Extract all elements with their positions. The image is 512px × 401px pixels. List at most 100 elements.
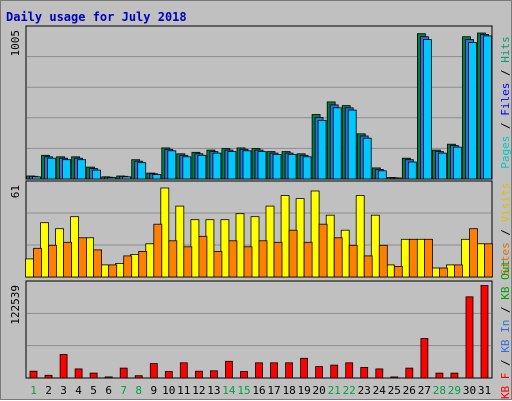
bar-pages bbox=[227, 151, 237, 180]
bar-kb-f bbox=[300, 357, 309, 379]
bar-kb-f bbox=[164, 371, 173, 379]
x-axis-labels: 1 2 3 4 5 6 7 8 9 10 11 12 13 14 15 16 17 18 19 20 21 22 23 24 2… bbox=[30, 384, 491, 397]
bar-sites bbox=[453, 264, 463, 278]
bar-sites bbox=[63, 241, 72, 278]
panel-pages_files_hits: 1005 Pages / Files / Hits bbox=[9, 25, 512, 180]
bar-sites bbox=[363, 255, 373, 278]
x-tick-label: 31 bbox=[478, 384, 491, 397]
bar-kb-f bbox=[285, 362, 294, 379]
bar-kb-f bbox=[330, 364, 339, 379]
x-tick-label: 27 bbox=[418, 384, 431, 397]
legend-label: / bbox=[499, 63, 512, 83]
bar-kb-f bbox=[405, 367, 414, 379]
bar-kb-f bbox=[240, 371, 248, 379]
bar-sites bbox=[153, 223, 163, 278]
scale-label: 1005 bbox=[9, 30, 22, 57]
bar-sites bbox=[273, 241, 283, 278]
bar-pages bbox=[152, 174, 162, 180]
bar-pages bbox=[137, 162, 147, 180]
bar-sites bbox=[469, 228, 478, 278]
bar-pages bbox=[362, 137, 372, 180]
legend-label: Pages bbox=[499, 136, 512, 169]
x-tick-label: 29 bbox=[448, 384, 461, 397]
bar-sites bbox=[33, 247, 42, 278]
bar-pages bbox=[317, 120, 327, 180]
bar-pages bbox=[483, 35, 492, 180]
bar-pages bbox=[32, 176, 41, 180]
x-tick-label: 17 bbox=[267, 384, 280, 397]
legend-label: KB Out bbox=[499, 260, 512, 300]
bar-pages bbox=[272, 154, 282, 180]
bar-kb-f bbox=[480, 284, 489, 379]
bar-sites bbox=[78, 237, 87, 278]
bar-kb-f bbox=[134, 375, 143, 379]
bar-kb-f bbox=[59, 354, 68, 379]
bar-kb-f bbox=[209, 370, 218, 379]
bar-sites bbox=[48, 244, 57, 278]
bar-pages bbox=[377, 170, 387, 180]
x-tick-label: 6 bbox=[105, 384, 112, 397]
bar-kb-f bbox=[420, 338, 429, 379]
bar-sites bbox=[288, 229, 298, 278]
bar-pages bbox=[332, 107, 342, 180]
x-tick-label: 30 bbox=[463, 384, 476, 397]
bar-sites bbox=[318, 223, 328, 278]
x-tick-label: 15 bbox=[237, 384, 250, 397]
bar-kb-f bbox=[360, 366, 369, 379]
bar-pages bbox=[257, 151, 267, 180]
bar-pages bbox=[287, 154, 297, 180]
series-pages bbox=[32, 35, 492, 180]
bar-pages bbox=[62, 159, 71, 180]
bar-kb-f bbox=[390, 376, 399, 379]
bar-sites bbox=[258, 240, 268, 278]
bar-kb-f bbox=[29, 370, 38, 379]
bar-pages bbox=[107, 177, 117, 180]
legend-label: Files bbox=[499, 83, 512, 116]
bar-sites bbox=[243, 246, 253, 278]
bar-pages bbox=[167, 150, 177, 180]
bar-pages bbox=[347, 109, 357, 180]
chart-title: Daily usage for July 2018 bbox=[6, 10, 187, 24]
x-tick-label: 24 bbox=[373, 384, 387, 397]
bar-pages bbox=[452, 146, 462, 180]
bar-sites bbox=[408, 238, 418, 278]
x-tick-label: 10 bbox=[162, 384, 175, 397]
series-sites bbox=[33, 223, 493, 278]
legend-label: Hits bbox=[499, 36, 512, 63]
legend-label: / bbox=[499, 300, 512, 320]
x-tick-label: 19 bbox=[297, 384, 310, 397]
bar-kb-f bbox=[179, 362, 188, 379]
bar-pages bbox=[122, 176, 132, 180]
x-tick-label: 26 bbox=[403, 384, 416, 397]
bar-kb-f bbox=[435, 372, 444, 379]
legend-label: KB In bbox=[499, 320, 512, 353]
bar-kb-f bbox=[74, 368, 83, 379]
bar-kb-f bbox=[194, 370, 203, 379]
bar-kb-f bbox=[345, 362, 354, 379]
bar-kb-f bbox=[270, 362, 278, 379]
x-tick-label: 16 bbox=[252, 384, 265, 397]
x-tick-label: 2 bbox=[45, 384, 52, 397]
bar-sites bbox=[348, 244, 358, 278]
x-tick-label: 28 bbox=[433, 384, 446, 397]
series-visits bbox=[25, 187, 485, 278]
bar-sites bbox=[138, 250, 148, 278]
bar-kb-f bbox=[465, 296, 474, 379]
bar-kb-f bbox=[44, 374, 53, 379]
bar-kb-f bbox=[89, 372, 98, 379]
bar-pages bbox=[468, 42, 477, 180]
bar-pages bbox=[47, 157, 56, 180]
bar-sites bbox=[183, 246, 193, 278]
x-tick-label: 1 bbox=[30, 384, 37, 397]
legend-label: Sites bbox=[499, 242, 512, 275]
x-tick-label: 7 bbox=[120, 384, 127, 397]
x-tick-label: 8 bbox=[135, 384, 142, 397]
x-tick-label: 3 bbox=[60, 384, 67, 397]
bar-pages bbox=[392, 177, 402, 180]
bar-kb-f bbox=[149, 363, 158, 379]
bar-pages bbox=[197, 154, 207, 180]
bar-sites bbox=[168, 240, 178, 278]
bar-kb-f bbox=[255, 362, 263, 379]
